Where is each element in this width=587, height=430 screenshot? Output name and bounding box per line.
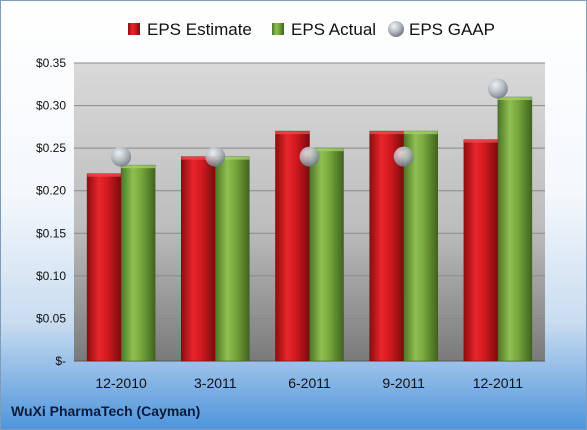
gaap-marker: [393, 146, 414, 167]
y-tick-label: $-: [55, 354, 66, 368]
x-category-label: 3-2011: [194, 375, 237, 391]
actual-bar-cap: [215, 156, 250, 160]
y-axis-ticks: $- $0.05 $0.10 $0.15 $0.20 $0.25 $0.30 $0.35: [36, 56, 66, 368]
legend-label: EPS GAAP: [409, 20, 495, 39]
legend-label: EPS Actual: [291, 20, 376, 39]
y-tick-label: $0.20: [36, 184, 66, 198]
eps-chart: $- $0.05 $0.10 $0.15 $0.20 $0.25 $0.30 $0.35 12…: [36, 20, 545, 391]
actual-bar: [215, 156, 250, 362]
x-axis-labels: 12-2010 3-2011 6-2011 9-2011 12-2011: [95, 375, 523, 391]
gaap-legend-swatch: [388, 21, 404, 37]
estimate-bar: [275, 130, 310, 362]
estimate-bar-cap: [369, 131, 404, 135]
estimate-bar-cap: [87, 173, 122, 177]
x-category-label: 12-2010: [95, 375, 147, 391]
legend-label: EPS Estimate: [147, 20, 252, 39]
actual-bar-cap: [403, 131, 438, 135]
legend: EPS Estimate EPS Actual EPS GAAP: [128, 20, 495, 39]
estimate-bar: [181, 156, 216, 362]
gaap-markers: [111, 78, 508, 167]
company-name: WuXi PharmaTech (Cayman): [11, 403, 201, 419]
actual-bar: [309, 147, 344, 362]
y-tick-label: $0.10: [36, 269, 66, 283]
y-tick-label: $0.05: [36, 311, 66, 325]
estimate-bar-cap: [275, 131, 310, 135]
actual-legend-swatch: [272, 23, 284, 35]
y-tick-label: $0.30: [36, 99, 66, 113]
y-tick-label: $0.25: [36, 141, 66, 155]
actual-bar-cap: [497, 97, 532, 101]
estimate-bar-cap: [463, 139, 498, 143]
actual-bar: [403, 130, 438, 362]
actual-bar: [497, 96, 533, 362]
actual-bar-cap: [309, 148, 344, 152]
estimate-legend-swatch: [128, 23, 140, 35]
gaap-marker: [205, 146, 226, 167]
actual-bar: [120, 164, 156, 362]
x-category-label: 9-2011: [382, 375, 425, 391]
estimate-bar: [86, 173, 122, 362]
gaap-marker: [299, 146, 320, 167]
x-category-label: 12-2011: [473, 375, 524, 391]
gaap-marker: [487, 78, 508, 99]
estimate-bar-cap: [181, 156, 216, 160]
actual-bar-cap: [121, 165, 156, 169]
gaap-marker: [111, 146, 132, 167]
bars: [86, 96, 533, 362]
estimate-bar: [463, 139, 499, 362]
y-tick-label: $0.15: [36, 226, 66, 240]
x-category-label: 6-2011: [288, 375, 331, 391]
estimate-bar: [369, 130, 404, 362]
y-tick-label: $0.35: [36, 56, 66, 70]
